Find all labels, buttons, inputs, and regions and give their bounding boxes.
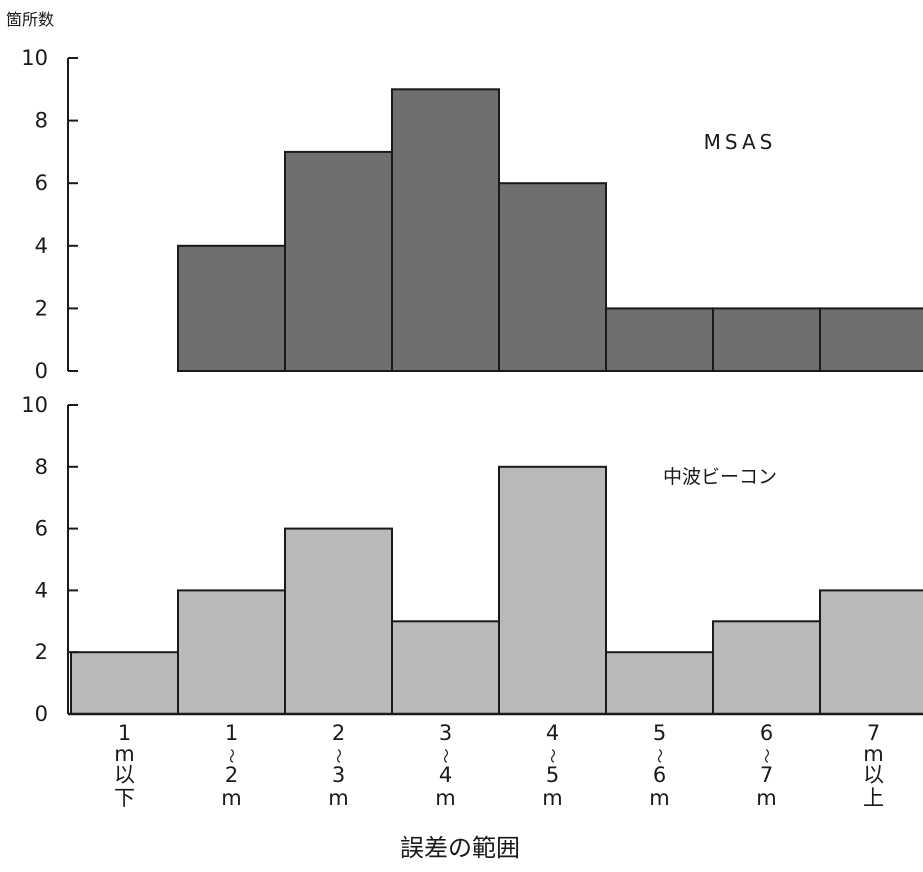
x-tick-label-4-1: 3 bbox=[439, 721, 452, 745]
bar-1-3 bbox=[284, 150, 393, 372]
series-title-2: 中波ビーコン bbox=[663, 466, 777, 488]
x-tick-label-2-1: 1 bbox=[225, 721, 238, 745]
bar-1-6 bbox=[605, 307, 714, 372]
x-tick-label-8-4: 上 bbox=[863, 786, 884, 810]
x-tick-label-7-2: 〜 bbox=[758, 748, 776, 763]
x-tick-label-5-1: 4 bbox=[546, 721, 559, 745]
x-tick-label-3-2: 〜 bbox=[330, 748, 348, 763]
x-tick-label-8-1: 7 bbox=[867, 721, 880, 745]
y-tick-label-1-10: 10 bbox=[21, 46, 48, 70]
bar-2-3 bbox=[284, 527, 393, 715]
x-tick-label-6-4: m bbox=[649, 786, 669, 810]
x-tick-label-7-3: 7 bbox=[760, 763, 773, 787]
x-tick-label-4-2: 〜 bbox=[437, 748, 455, 763]
x-tick-label-2-2: 〜 bbox=[223, 748, 241, 763]
x-tick-label-7-4: m bbox=[756, 786, 776, 810]
bar-1-5 bbox=[498, 182, 607, 372]
x-tick-label-4-3: 4 bbox=[439, 763, 452, 787]
bar-2-4 bbox=[391, 620, 500, 715]
x-tick-label-2-3: 2 bbox=[225, 763, 238, 787]
y-tick-label-1-6: 6 bbox=[35, 171, 48, 195]
x-tick-label-8-2: m bbox=[863, 742, 883, 766]
x-tick-label-4-4: m bbox=[435, 786, 455, 810]
series-title-1: MSAS bbox=[704, 130, 777, 154]
x-tick-label-3-1: 2 bbox=[332, 721, 345, 745]
x-tick-label-5-3: 5 bbox=[546, 763, 559, 787]
y-tick-label-2-6: 6 bbox=[35, 517, 48, 541]
x-tick-label-1-3: 以 bbox=[114, 763, 135, 787]
x-tick-label-3-3: 3 bbox=[332, 763, 345, 787]
x-tick-label-1-4: 下 bbox=[114, 786, 135, 810]
bar-2-5 bbox=[498, 465, 607, 715]
bar-2-7 bbox=[712, 620, 821, 715]
x-tick-label-6-1: 5 bbox=[653, 721, 666, 745]
bar-2-1 bbox=[70, 651, 179, 716]
x-tick-label-1-2: m bbox=[114, 742, 134, 766]
x-tick-label-5-4: m bbox=[542, 786, 562, 810]
y-tick-label-2-4: 4 bbox=[35, 578, 48, 602]
x-tick-label-6-3: 6 bbox=[653, 763, 666, 787]
x-tick-label-8-3: 以 bbox=[863, 763, 884, 787]
y-tick-label-1-4: 4 bbox=[35, 234, 48, 258]
x-tick-label-3-4: m bbox=[328, 786, 348, 810]
x-axis-title: 誤差の範囲 bbox=[400, 834, 520, 862]
x-tick-label-5-2: 〜 bbox=[544, 748, 562, 763]
y-tick-label-1-2: 2 bbox=[35, 296, 48, 320]
y-tick-label-2-2: 2 bbox=[35, 640, 48, 664]
bar-2-8 bbox=[819, 589, 923, 716]
bar-1-2 bbox=[177, 244, 286, 372]
bar-1-8 bbox=[819, 307, 923, 372]
y-axis-title: 箇所数 bbox=[6, 10, 54, 29]
x-tick-label-6-2: 〜 bbox=[651, 748, 669, 763]
bar-1-7 bbox=[712, 307, 821, 372]
x-tick-label-7-1: 6 bbox=[760, 721, 773, 745]
y-tick-label-1-8: 8 bbox=[35, 109, 48, 133]
y-tick-label-1-0: 0 bbox=[35, 359, 48, 383]
y-tick-label-2-10: 10 bbox=[21, 393, 48, 417]
bar-1-4 bbox=[391, 88, 500, 373]
bar-2-6 bbox=[605, 651, 714, 716]
y-tick-label-2-8: 8 bbox=[35, 455, 48, 479]
x-tick-label-2-4: m bbox=[221, 786, 241, 810]
y-tick-label-2-0: 0 bbox=[35, 702, 48, 726]
bar-2-2 bbox=[177, 589, 286, 716]
x-tick-label-1-1: 1 bbox=[118, 721, 131, 745]
